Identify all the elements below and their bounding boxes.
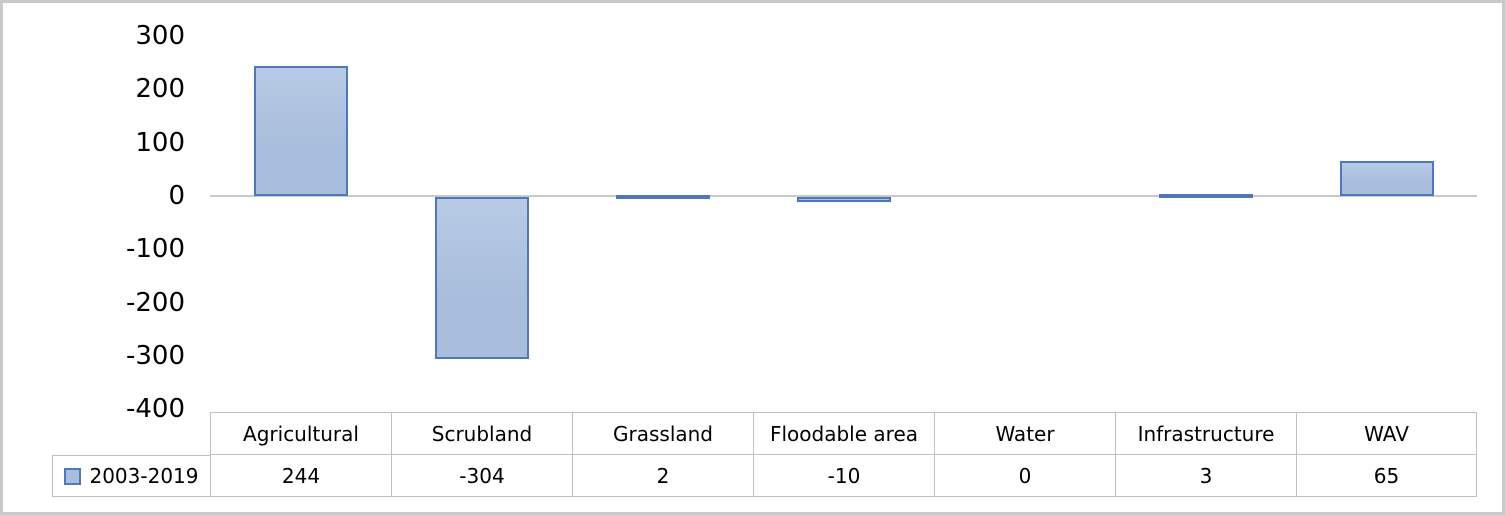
table-value-cell: 2 [572, 455, 753, 497]
legend-marker-icon [64, 467, 82, 485]
table-header-cell: Floodable area [753, 412, 934, 455]
legend-series-label: 2003-2019 [89, 464, 199, 488]
y-axis-tick-label: -400 [125, 394, 185, 425]
table-value-cell: 3 [1115, 455, 1296, 497]
y-axis-tick-label: 100 [135, 127, 185, 158]
table-header-cell: WAV [1296, 412, 1477, 455]
table-value-cell: -10 [753, 455, 934, 497]
data-table-value-row: 244 -304 2 -10 0 3 65 [210, 455, 1477, 497]
x-axis-zero-line [210, 195, 1477, 197]
table-header-cell: Infrastructure [1115, 412, 1296, 455]
bar-agricultural [253, 65, 348, 196]
table-value-cell: -304 [391, 455, 572, 497]
data-table-header-row: Agricultural Scrubland Grassland Floodable … [210, 412, 1477, 455]
legend-series-cell: 2003-2019 [52, 455, 210, 497]
y-axis-tick-label: -200 [125, 287, 185, 318]
y-axis-tick-label: -100 [125, 234, 185, 265]
y-axis-tick-label: -300 [125, 341, 185, 371]
bar-floodable-area [796, 197, 891, 203]
table-header-cell: Scrubland [391, 412, 572, 455]
bar-infrastructure [1158, 194, 1253, 199]
y-axis-tick-label: 300 [135, 21, 185, 51]
y-axis-tick-label: 200 [135, 74, 185, 105]
bar-grassland [615, 194, 710, 199]
table-value-cell: 65 [1296, 455, 1477, 497]
table-header-cell: Water [934, 412, 1115, 455]
table-header-cell: Agricultural [210, 412, 391, 455]
table-value-cell: 244 [210, 455, 391, 497]
bar-scrubland [434, 197, 529, 360]
bar-wav [1339, 161, 1434, 196]
y-axis-tick-label: 0 [168, 181, 185, 211]
table-header-cell: Grassland [572, 412, 753, 455]
table-value-cell: 0 [934, 455, 1115, 497]
